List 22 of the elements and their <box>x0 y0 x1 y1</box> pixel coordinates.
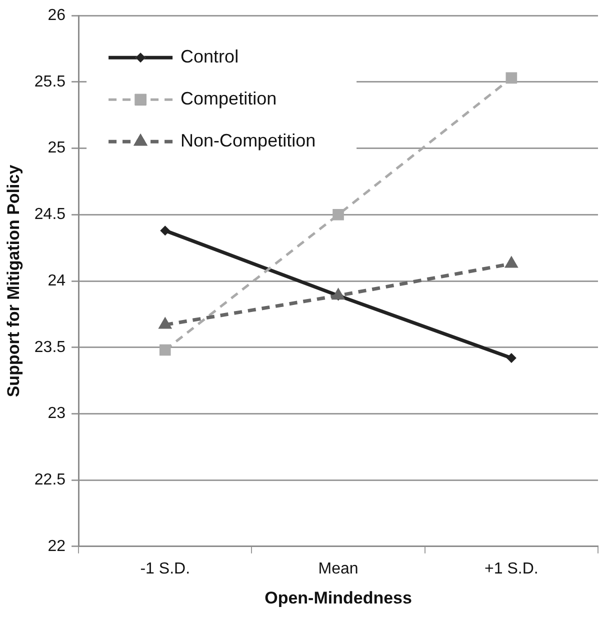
point <box>159 344 171 356</box>
y-tick-label: 23 <box>48 405 66 422</box>
point <box>506 352 516 363</box>
point <box>332 208 344 220</box>
y-tick-label: 24 <box>48 272 66 290</box>
point <box>160 226 170 236</box>
y-axis-title: Support for Mitigation Policy <box>4 164 23 398</box>
y-tick-label: 22.5 <box>34 471 66 488</box>
x-axis-title: Open-Mindedness <box>264 588 412 608</box>
y-tick-label: 25.5 <box>34 73 66 90</box>
point <box>506 72 518 84</box>
y-tick-label: 24.5 <box>34 206 66 224</box>
x-tick-label: +1 S.D. <box>484 560 538 578</box>
y-tick-label: 23.5 <box>34 338 66 356</box>
y-tick-label: 22 <box>48 538 66 555</box>
y-tick-label: 26 <box>48 7 66 24</box>
legend-label: Competition <box>180 88 277 109</box>
legend-label: Control <box>180 46 239 67</box>
x-tick-label: -1 S.D. <box>140 560 190 578</box>
legend-label: Non-Competition <box>180 130 316 151</box>
y-tick-label: 25 <box>48 140 66 157</box>
x-tick-label: Mean <box>318 560 358 578</box>
